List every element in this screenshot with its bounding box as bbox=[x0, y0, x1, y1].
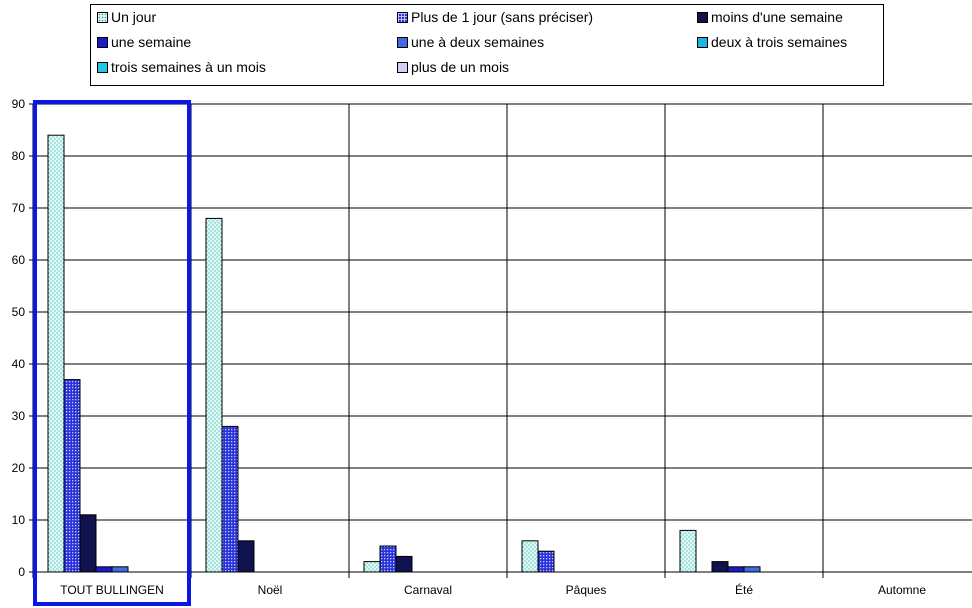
highlight-box bbox=[33, 100, 191, 606]
x-tick-label: TOUT BULLINGEN bbox=[60, 583, 164, 597]
y-tick-label: 90 bbox=[12, 97, 26, 111]
y-tick-label: 50 bbox=[12, 305, 26, 319]
legend-swatch bbox=[97, 11, 108, 23]
y-tick-label: 0 bbox=[18, 565, 25, 579]
y-tick-label: 70 bbox=[12, 201, 26, 215]
bar bbox=[221, 425, 239, 573]
gridlines bbox=[32, 103, 972, 578]
x-tick-labels: TOUT BULLINGEN Noël Carnaval Pâques Été Autom… bbox=[60, 582, 926, 597]
bar bbox=[63, 379, 81, 573]
axes bbox=[29, 103, 972, 573]
bars bbox=[47, 134, 761, 573]
y-tick-label: 30 bbox=[12, 409, 26, 423]
legend-item: plus de un mois bbox=[397, 59, 509, 75]
legend-item: une semaine bbox=[97, 34, 191, 50]
bar bbox=[537, 550, 555, 573]
y-tick-label: 40 bbox=[12, 357, 26, 371]
bar bbox=[47, 134, 65, 573]
bar bbox=[395, 555, 413, 573]
legend-label: moins d'une semaine bbox=[711, 9, 843, 25]
bar bbox=[237, 540, 255, 573]
bar bbox=[79, 514, 97, 573]
legend-swatch bbox=[397, 61, 408, 73]
bar bbox=[711, 561, 729, 573]
bar bbox=[521, 540, 539, 573]
x-tick-label: Noël bbox=[258, 583, 283, 597]
x-tick-label: Été bbox=[735, 582, 753, 597]
x-tick-label: Pâques bbox=[566, 583, 607, 597]
y-tick-label: 20 bbox=[12, 461, 26, 475]
legend-item: Un jour bbox=[97, 9, 156, 25]
chart-legend: Un jour Plus de 1 jour (sans préciser) moi… bbox=[90, 4, 884, 86]
legend-swatch bbox=[397, 36, 408, 48]
legend-swatch bbox=[97, 61, 108, 73]
legend-item: Plus de 1 jour (sans préciser) bbox=[397, 9, 593, 25]
y-tick-label: 10 bbox=[12, 513, 26, 527]
legend-label: Plus de 1 jour (sans préciser) bbox=[411, 9, 594, 25]
legend-label: plus de un mois bbox=[411, 59, 510, 75]
y-tick-label: 80 bbox=[12, 149, 26, 163]
bar bbox=[727, 566, 745, 573]
bar bbox=[379, 545, 397, 573]
x-tick-label: Carnaval bbox=[404, 583, 452, 597]
bar bbox=[111, 566, 129, 573]
bar bbox=[363, 561, 381, 573]
legend-swatch bbox=[97, 36, 108, 48]
legend-item: trois semaines à un mois bbox=[97, 59, 266, 75]
y-tick-labels: 0 10 20 30 40 50 60 70 80 90 bbox=[12, 97, 26, 579]
legend-item: deux à trois semaines bbox=[697, 34, 847, 50]
bar bbox=[95, 566, 113, 573]
bar bbox=[743, 566, 761, 573]
legend-label: une semaine bbox=[111, 34, 192, 50]
x-tick-label: Automne bbox=[878, 583, 926, 597]
legend-swatch bbox=[397, 11, 408, 23]
highlight-rect bbox=[33, 100, 191, 606]
legend-swatch bbox=[697, 11, 708, 23]
legend-label: Un jour bbox=[111, 9, 157, 25]
bar bbox=[679, 529, 697, 573]
legend-item: une à deux semaines bbox=[397, 34, 544, 50]
y-tick-label: 60 bbox=[12, 253, 26, 267]
bar bbox=[205, 217, 223, 573]
legend-label: trois semaines à un mois bbox=[111, 59, 266, 75]
legend-swatch bbox=[697, 36, 708, 48]
legend-label: une à deux semaines bbox=[411, 34, 545, 50]
legend-item: moins d'une semaine bbox=[697, 9, 843, 25]
legend-label: deux à trois semaines bbox=[711, 34, 848, 50]
